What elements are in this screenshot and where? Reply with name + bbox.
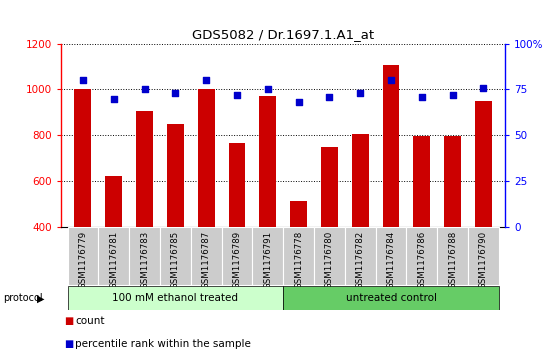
Bar [444, 136, 461, 227]
Bar [229, 143, 246, 227]
Bar [129, 227, 160, 285]
Bar [252, 227, 283, 285]
Point [140, 86, 149, 92]
Bar [167, 124, 184, 227]
Text: ▶: ▶ [37, 293, 45, 303]
Text: untreated control: untreated control [345, 293, 436, 303]
Bar [345, 227, 376, 285]
Text: 100 mM ethanol treated: 100 mM ethanol treated [112, 293, 238, 303]
Point [417, 94, 426, 99]
Bar [222, 227, 252, 285]
Point [263, 86, 272, 92]
Bar [314, 227, 345, 285]
Bar [160, 227, 191, 285]
Point [479, 85, 488, 90]
Text: GSM1176783: GSM1176783 [140, 231, 149, 289]
Text: GSM1176785: GSM1176785 [171, 231, 180, 289]
Point [387, 77, 396, 83]
Text: GSM1176778: GSM1176778 [294, 231, 303, 289]
Bar [321, 147, 338, 227]
Bar [352, 134, 369, 227]
Text: ■: ■ [64, 316, 74, 326]
Text: count: count [75, 316, 105, 326]
Text: GSM1176782: GSM1176782 [355, 231, 365, 289]
Bar [383, 65, 400, 227]
Text: GSM1176784: GSM1176784 [387, 231, 396, 289]
Text: GSM1176788: GSM1176788 [448, 231, 457, 289]
Bar [290, 200, 307, 227]
Text: GSM1176780: GSM1176780 [325, 231, 334, 289]
Text: GSM1176779: GSM1176779 [79, 231, 88, 289]
Text: ■: ■ [64, 339, 74, 349]
Bar [376, 227, 406, 285]
Text: percentile rank within the sample: percentile rank within the sample [75, 339, 251, 349]
Bar [468, 227, 499, 285]
Point [233, 92, 242, 98]
Bar [475, 101, 492, 227]
Title: GDS5082 / Dr.1697.1.A1_at: GDS5082 / Dr.1697.1.A1_at [192, 28, 374, 41]
Bar [191, 227, 222, 285]
Text: GSM1176791: GSM1176791 [263, 231, 272, 289]
Bar [413, 136, 430, 227]
Bar [105, 176, 122, 227]
Bar [74, 89, 92, 227]
Point [294, 99, 303, 105]
Bar [198, 89, 215, 227]
Point [448, 92, 457, 98]
Text: GSM1176790: GSM1176790 [479, 231, 488, 289]
Bar [283, 227, 314, 285]
Text: GSM1176787: GSM1176787 [201, 231, 211, 289]
Bar [68, 227, 98, 285]
Bar [437, 227, 468, 285]
Text: GSM1176789: GSM1176789 [233, 231, 242, 289]
Point [201, 77, 210, 83]
Point [109, 95, 118, 101]
Text: GSM1176786: GSM1176786 [417, 231, 426, 289]
Point [79, 77, 88, 83]
Bar [406, 227, 437, 285]
Text: protocol: protocol [3, 293, 42, 303]
Bar [68, 286, 283, 310]
Bar [259, 96, 276, 227]
Point [171, 90, 180, 96]
Point [356, 90, 365, 96]
Point [325, 94, 334, 99]
Text: GSM1176781: GSM1176781 [109, 231, 118, 289]
Bar [136, 111, 153, 227]
Bar [283, 286, 499, 310]
Bar [98, 227, 129, 285]
